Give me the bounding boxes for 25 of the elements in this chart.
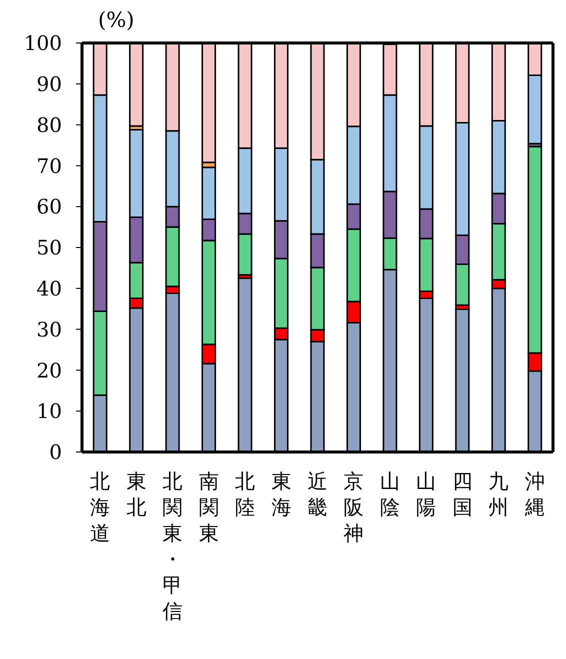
- y-tick-label: 50: [36, 236, 62, 260]
- x-tick-label: 東海: [271, 469, 292, 519]
- x-tick-label: 北陸: [235, 469, 256, 519]
- y-tick-label: 30: [36, 317, 62, 342]
- x-tick-label: 京阪神: [344, 469, 364, 545]
- y-tick-label: 40: [36, 276, 62, 300]
- x-tick-label: 北海道: [90, 469, 110, 545]
- y-tick-label: 20: [36, 358, 62, 382]
- x-tick-label: 九州: [488, 469, 509, 519]
- y-axis-title: (%): [98, 8, 134, 32]
- y-tick-label: 90: [36, 72, 62, 96]
- x-tick-label: 四国: [452, 469, 472, 519]
- x-tick-label: 山陽: [416, 469, 436, 519]
- y-tick-label: 60: [36, 194, 62, 219]
- x-tick-label: 北関東・甲信: [162, 469, 183, 623]
- y-tick-label: 80: [36, 112, 62, 137]
- x-tick-label: 山陰: [380, 469, 400, 519]
- y-tick-label: 70: [36, 154, 62, 178]
- y-tick-label: 100: [24, 31, 62, 56]
- x-tick-label: 近畿: [308, 469, 328, 519]
- x-tick-label: 南関東: [198, 469, 219, 545]
- x-tick-label: 東北: [126, 469, 146, 519]
- y-tick-label: 0: [49, 440, 62, 464]
- y-tick-label: 10: [36, 399, 62, 424]
- x-tick-label: 沖縄: [524, 469, 545, 519]
